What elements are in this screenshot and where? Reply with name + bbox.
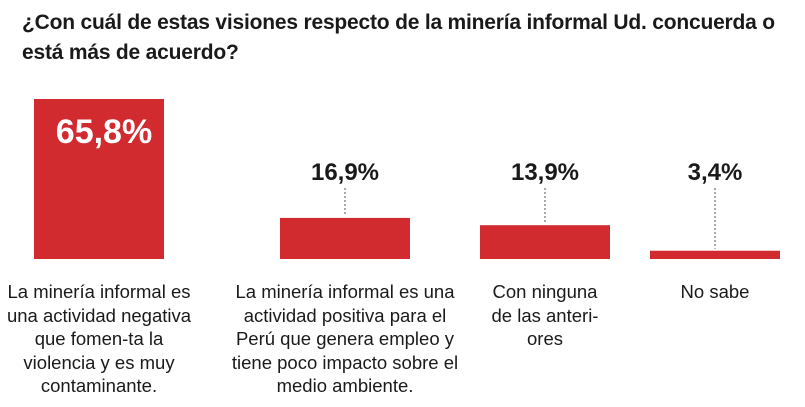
category-label-2: La minería informal es una actividad pos… <box>231 281 459 396</box>
data-label-1: 65,8% <box>56 113 152 151</box>
bar-4 <box>650 250 780 259</box>
data-label-2: 16,9% <box>311 159 379 186</box>
chart-title: ¿Con cuál de estas visiones respecto de … <box>22 11 775 64</box>
data-label-4: 3,4% <box>688 159 743 186</box>
data-label-3: 13,9% <box>511 159 579 186</box>
category-label-3: Con ninguna de las anteri-ores <box>491 281 599 349</box>
bar-2 <box>280 217 410 259</box>
bar-1 <box>34 99 164 259</box>
category-label-1: La minería informal es una actividad neg… <box>6 281 192 396</box>
category-label-4: No sabe <box>680 281 750 302</box>
bar-3 <box>480 225 610 259</box>
